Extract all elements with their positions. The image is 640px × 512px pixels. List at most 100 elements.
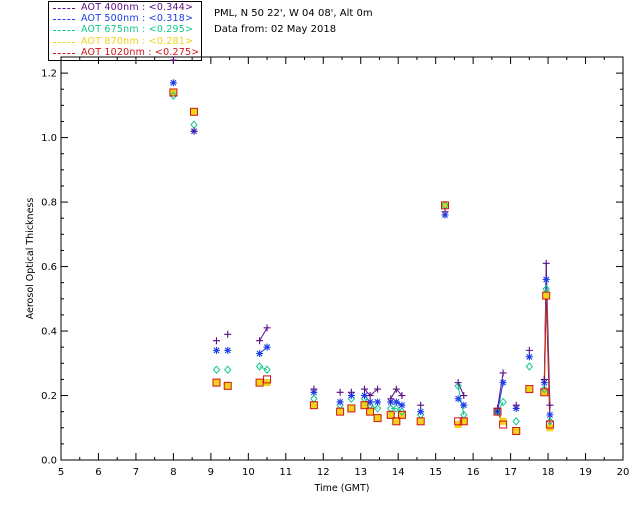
data-point	[224, 346, 232, 354]
data-point	[441, 208, 449, 216]
series-aot-870nm	[259, 295, 551, 428]
x-tick-label: 18	[542, 467, 555, 478]
data-point	[360, 392, 368, 400]
data-point	[542, 292, 550, 300]
y-tick-label: 0.2	[41, 391, 57, 402]
series-aot-675nm	[259, 289, 551, 422]
series-aot-500nm	[259, 279, 551, 415]
data-point	[540, 375, 548, 383]
data-point	[360, 401, 368, 409]
data-point	[460, 417, 468, 425]
data-point	[460, 410, 468, 420]
data-point	[263, 375, 272, 384]
legend-label: AOT 1020nm : <0.275>	[81, 46, 200, 58]
data-point	[542, 275, 550, 283]
markers-aot-500nm	[169, 79, 554, 419]
data-point	[224, 382, 232, 390]
series-segment	[259, 327, 268, 341]
series-segment	[457, 382, 465, 396]
data-point	[374, 414, 382, 422]
data-point	[525, 362, 533, 371]
data-point	[499, 379, 507, 387]
legend-label: AOT 400nm : <0.344>	[81, 2, 194, 13]
data-point	[499, 397, 507, 407]
data-point	[460, 392, 468, 400]
data-point	[310, 385, 318, 393]
legend-line-swatch	[53, 19, 75, 21]
data-point	[398, 392, 406, 400]
data-point	[460, 401, 468, 409]
data-point	[454, 395, 462, 403]
data-point	[397, 410, 406, 419]
data-point	[512, 401, 520, 409]
data-point	[454, 381, 462, 391]
data-point	[366, 398, 374, 406]
data-point	[392, 417, 401, 426]
series-segment	[496, 382, 504, 412]
data-point	[190, 108, 198, 116]
data-point	[512, 427, 520, 435]
data-point	[525, 353, 533, 361]
data-point	[373, 414, 382, 423]
markers-aot-400nm	[169, 56, 554, 412]
data-point	[366, 407, 375, 416]
data-point	[398, 407, 406, 416]
location-label: PML, N 50 22', W 04 08', Alt 0m	[214, 8, 373, 19]
series-segment	[364, 388, 371, 396]
y-tick-label: 0.8	[41, 198, 57, 209]
data-point	[360, 385, 368, 393]
data-point	[545, 420, 554, 429]
data-point	[310, 401, 318, 409]
data-point	[360, 401, 369, 410]
data-point	[546, 401, 554, 409]
data-point	[540, 388, 549, 397]
data-point	[309, 401, 318, 410]
y-tick-label: 1.2	[41, 69, 57, 80]
data-point	[366, 408, 374, 416]
data-point	[540, 384, 548, 394]
x-tick-label: 20	[617, 467, 630, 478]
data-point	[542, 291, 551, 300]
data-point	[493, 407, 502, 416]
data-point	[387, 395, 395, 403]
data-point	[398, 401, 406, 409]
series-segment	[390, 388, 397, 399]
data-point	[256, 379, 264, 387]
data-point	[263, 324, 271, 332]
x-tick-label: 16	[467, 467, 480, 478]
data-point	[223, 381, 232, 390]
data-point	[190, 120, 198, 129]
data-point	[499, 420, 508, 429]
data-point	[169, 56, 177, 64]
data-point	[310, 394, 318, 404]
data-point	[347, 404, 355, 412]
date-label: Data from: 02 May 2018	[214, 24, 337, 35]
legend-line-swatch	[53, 8, 75, 9]
data-point	[336, 408, 344, 416]
data-point	[417, 408, 425, 416]
legend-line-swatch	[53, 41, 75, 43]
data-point	[256, 350, 264, 358]
x-tick-label: 10	[242, 467, 255, 478]
data-point	[392, 404, 400, 413]
data-point	[373, 404, 382, 413]
x-tick-label: 8	[170, 467, 176, 478]
data-point	[169, 88, 178, 97]
x-tick-label: 9	[208, 467, 214, 478]
y-axis-title: Aerosol Optical Thickness	[25, 198, 36, 320]
data-point	[392, 398, 400, 406]
x-tick-label: 6	[95, 467, 101, 478]
series-aot-400nm	[259, 263, 551, 409]
x-tick-label: 14	[392, 467, 405, 478]
data-point	[190, 127, 198, 135]
legend-entry: AOT 1020nm : <0.275>	[49, 46, 201, 59]
data-point	[441, 201, 449, 209]
x-tick-label: 15	[429, 467, 442, 478]
y-tick-label: 0.4	[41, 327, 57, 338]
data-point	[512, 417, 520, 426]
y-tick-label: 0.0	[41, 456, 57, 467]
data-point	[454, 379, 462, 387]
series-segment	[457, 385, 465, 415]
legend-entry: AOT 870nm : <0.281>	[49, 36, 201, 48]
